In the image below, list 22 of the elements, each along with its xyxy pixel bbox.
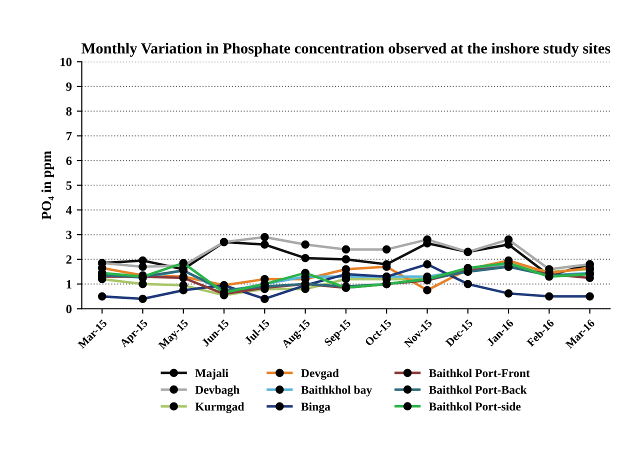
legend-label: Baithkhol bay — [301, 386, 372, 396]
y-tick-label: 10 — [60, 58, 72, 66]
legend-label: Baithkol Port-Front — [428, 368, 530, 378]
legend-label: Devbagh — [195, 386, 240, 396]
legend-label: Devgad — [301, 368, 339, 380]
y-tick-label: 8 — [66, 107, 72, 116]
legend-label: Baithkol Port-side — [428, 402, 521, 411]
chart-title: Monthly Variation in Phosphate concentration observed at the inshore study sites — [82, 42, 610, 57]
y-tick-label: 6 — [66, 156, 72, 166]
legend-label: Kurmgad — [195, 402, 244, 414]
y-tick-label: 5 — [66, 181, 72, 190]
legend-label: Binga — [301, 402, 330, 414]
y-tick-label: 4 — [66, 206, 72, 214]
y-tick-label: 7 — [66, 132, 72, 140]
y-tick-label: 0 — [66, 304, 72, 314]
legend-label: Majali — [195, 368, 228, 380]
y-tick-label: 3 — [66, 230, 72, 240]
legend-label: Baithkol Port-Back — [428, 386, 527, 394]
y-tick-label: 2 — [66, 255, 72, 264]
y-tick-label: 1 — [66, 280, 72, 288]
y-axis-title: PO₄ in ppm — [41, 150, 54, 220]
y-tick-label: 9 — [66, 82, 72, 91]
